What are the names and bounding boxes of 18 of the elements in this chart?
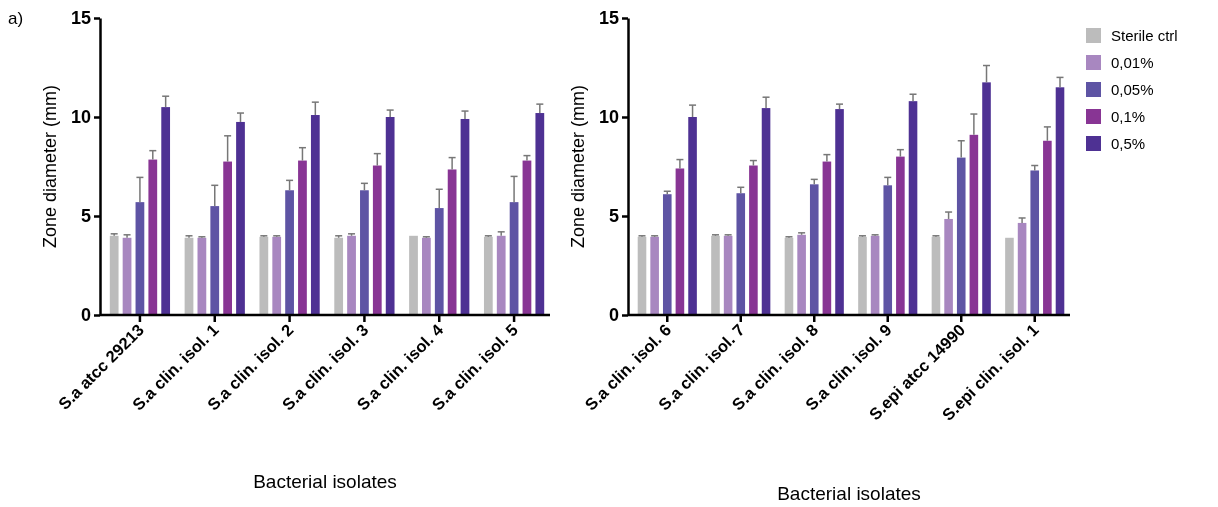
y-tick-label: 15: [598, 8, 619, 29]
y-axis-title: Zone diameter (mm): [40, 84, 60, 249]
x-axis-title: Bacterial isolates: [253, 471, 397, 492]
x-axis-title: Bacterial isolates: [777, 483, 921, 504]
y-tick-label: 5: [608, 206, 619, 227]
legend-label: 0,5%: [1111, 135, 1146, 152]
legend-label: 0,1%: [1111, 108, 1146, 125]
y-tick-label: 5: [80, 206, 91, 227]
text: a): [8, 9, 24, 28]
y-axis-title: Zone diameter (mm): [568, 84, 588, 249]
legend-label: 0,05%: [1111, 81, 1154, 98]
legend-label: Sterile ctrl: [1111, 27, 1178, 44]
y-tick-label: 10: [598, 107, 619, 128]
legend-label: 0,01%: [1111, 54, 1154, 71]
y-tick-label: 15: [70, 8, 91, 29]
y-tick-label: 10: [70, 107, 91, 128]
y-tick-label: 0: [80, 305, 91, 326]
y-tick-label: 0: [608, 305, 619, 326]
